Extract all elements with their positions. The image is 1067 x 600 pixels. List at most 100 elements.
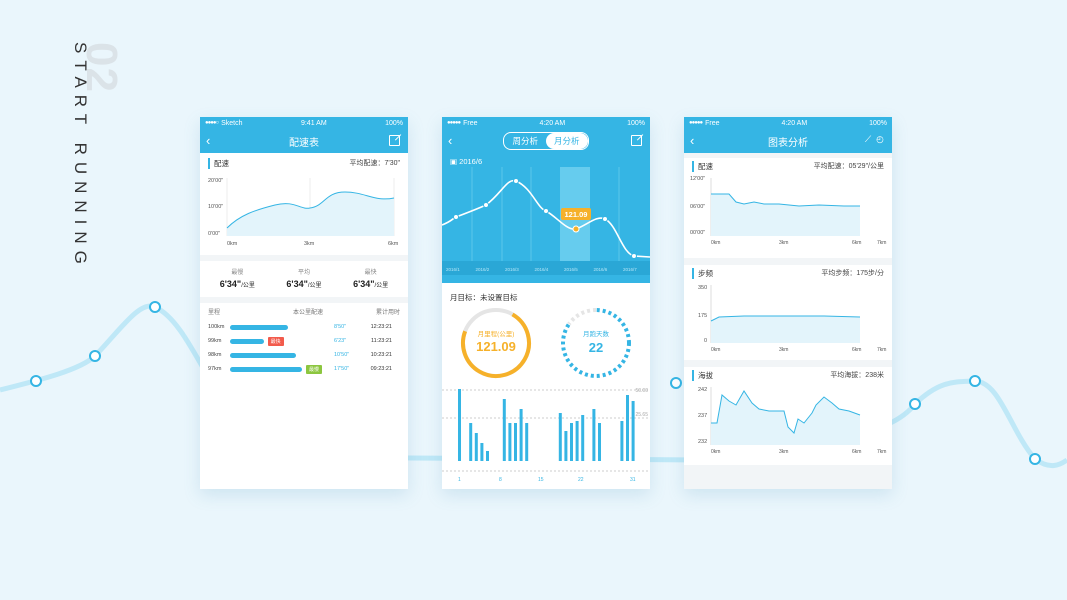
row-time: 12:23:21 <box>370 324 392 330</box>
table-row: 97km 最慢 17'50" 09:23:21 <box>200 362 408 376</box>
monthly-chart: ▣ 2016/6 121.09 2016/1 2016/2 2016/3 2016/4… <box>442 153 650 283</box>
back-icon[interactable]: ‹ <box>448 133 453 148</box>
row-badge: 最慢 <box>306 364 323 374</box>
day-tick: 31 <box>630 477 636 483</box>
back-icon[interactable]: ‹ <box>206 133 211 148</box>
back-icon[interactable]: ‹ <box>690 133 695 148</box>
svg-text:0km: 0km <box>711 240 720 246</box>
svg-text:232: 232 <box>698 439 707 445</box>
highlight-value: 121.09 <box>565 210 588 219</box>
wave-dot <box>670 377 682 389</box>
tab-month[interactable]: 月分析 <box>546 133 588 149</box>
month-tick: 2016/3 <box>505 267 519 272</box>
divider <box>200 255 408 261</box>
distance-label: 月里程(公里) <box>478 329 515 338</box>
edit-icon[interactable] <box>389 135 400 146</box>
x-tick: 3km <box>304 241 315 247</box>
nav-bar: ‹ 周分析 月分析 <box>442 129 650 153</box>
svg-text:0: 0 <box>704 338 707 344</box>
divider <box>200 297 408 303</box>
row-badge: 最快 <box>267 336 284 346</box>
wave-dot <box>89 350 101 362</box>
period-tabs: 周分析 月分析 <box>503 132 589 150</box>
x-tick: 6km <box>388 241 399 247</box>
day-bar <box>570 423 573 461</box>
stat-fastest: 最快 6'34"/公里 <box>353 270 389 289</box>
svg-text:237: 237 <box>698 413 707 419</box>
pace-stats: 最慢 6'34"/公里 平均 6'34"/公里 最快 6'34"/公里 <box>200 261 408 289</box>
day-bar <box>631 401 635 461</box>
day-bar <box>592 409 596 461</box>
table-row: 99km 最快 6'23" 11:23:21 <box>200 334 408 348</box>
day-tick: 1 <box>458 477 461 483</box>
wave-dot <box>969 375 981 387</box>
history-icon[interactable]: ◴ <box>876 134 884 144</box>
goal-text: 月目标：未设置目标 <box>450 293 518 302</box>
wave-dot <box>909 398 921 410</box>
wave-dot <box>30 375 42 387</box>
svg-text:3km: 3km <box>779 449 788 455</box>
day-bar <box>514 423 517 461</box>
svg-text:3km: 3km <box>779 347 788 353</box>
svg-text:0km: 0km <box>711 449 720 455</box>
monthly-rings: 月里程(公里) 121.09 月跑天数 22 <box>461 307 631 378</box>
altitude-panel: 海拔 平均海拔：238米 242 237 232 0km 3km 6km 7km <box>684 367 892 465</box>
day-bar <box>486 451 489 461</box>
day-bar <box>469 423 473 461</box>
line-chart-icon[interactable]: ⟋ <box>864 134 872 144</box>
ref-top: 50.00 <box>635 388 648 394</box>
month-tick: 2016/4 <box>535 267 549 272</box>
svg-text:3km: 3km <box>779 240 788 246</box>
y-tick: 0'00" <box>208 231 220 237</box>
row-time: 10:23:21 <box>370 352 392 358</box>
pace-label: 配速 <box>208 157 229 169</box>
row-pace: 17'50" <box>334 366 350 372</box>
pace-table-screen: ●●●●○ Sketch 9:41 AM 100% ‹ 配速表 配速 平均配速：7… <box>200 117 408 489</box>
x-tick: 0km <box>227 241 238 247</box>
pace-chart: 20'00" 10'00" 0'00" 0km 3km 6km <box>208 178 399 247</box>
row-distance: 99km <box>208 338 222 344</box>
row-distance: 100km <box>208 324 225 330</box>
row-pace: 10'50" <box>334 352 350 358</box>
wave-dot <box>1029 453 1041 465</box>
day-bar <box>598 423 601 461</box>
cadence-panel: 步频 平均步频：175步/分 350 175 0 0km 3km 6km 7km <box>684 265 892 360</box>
month-label: ▣ 2016/6 <box>450 157 483 166</box>
pace-bar <box>230 338 264 344</box>
status-bar: ●●●●● Free 4:20 AM 100% <box>684 117 892 129</box>
nav-bar: ‹ 图表分析 ⟋ ◴ <box>684 129 892 153</box>
day-bar <box>458 389 461 461</box>
y-tick: 10'00" <box>208 204 223 210</box>
day-bar <box>626 395 629 461</box>
page-title: 配速表 <box>289 137 319 149</box>
page-title: 图表分析 <box>768 137 808 149</box>
section-title: START RUNNING <box>71 42 90 271</box>
y-tick: 20'00" <box>208 178 223 184</box>
pace-bar <box>230 352 297 358</box>
row-time: 11:23:21 <box>370 338 392 344</box>
day-bar <box>480 443 484 461</box>
month-tick: 2016/5 <box>564 267 578 272</box>
day-bar <box>558 413 562 461</box>
month-tick: 2016/6 <box>594 267 608 272</box>
nav-bar: ‹ 配速表 <box>200 129 408 153</box>
edit-icon[interactable] <box>631 135 642 146</box>
svg-text:6km: 6km <box>852 449 861 455</box>
day-bar <box>474 433 478 461</box>
stat-slowest: 最慢 6'34"/公里 <box>219 270 255 289</box>
avg-pace: 平均配速：7'30" <box>349 160 400 167</box>
daily-bar-chart: 50.00 25.65 1 8 15 22 31 <box>442 388 650 483</box>
tab-week[interactable]: 周分析 <box>512 136 538 146</box>
month-tick: 2016/7 <box>623 267 637 272</box>
side-title: 02 START RUNNING <box>32 42 126 282</box>
row-distance: 97km <box>208 366 222 372</box>
pace-bar <box>230 366 302 372</box>
battery-level: 100% <box>385 119 403 127</box>
svg-text:7km: 7km <box>877 347 886 353</box>
svg-text:350: 350 <box>698 285 707 291</box>
ref-mid: 25.65 <box>635 412 648 418</box>
days-label: 月跑天数 <box>583 329 610 338</box>
table-row: 100km 8'50" 12:23:21 <box>200 320 408 334</box>
signal-icon: ●●●●○ <box>205 120 219 126</box>
